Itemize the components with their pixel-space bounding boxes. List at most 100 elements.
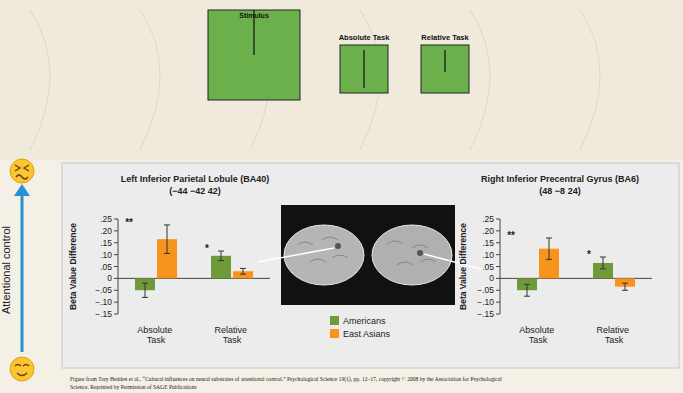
brain-fold <box>332 255 348 258</box>
brain-spot <box>335 243 341 249</box>
stimulus-label: Absolute Task <box>339 33 391 42</box>
category-word: Absolute <box>519 325 557 335</box>
labels: *** <box>125 217 209 254</box>
plot-marks <box>135 225 253 297</box>
error-cap <box>622 290 628 291</box>
y-tick-label: −.15 <box>477 309 494 319</box>
mouth <box>16 175 28 179</box>
y-tick <box>496 254 500 255</box>
error-cap <box>546 238 552 239</box>
chart-title: Right Inferior Precentral Gyrus (BA6) <box>481 174 639 184</box>
significance: * <box>205 243 209 254</box>
plot-marks <box>517 238 635 296</box>
map-meridian <box>30 10 50 150</box>
y-tick <box>496 266 500 267</box>
error-bar <box>549 238 550 259</box>
y-tick <box>114 219 118 220</box>
eye <box>15 365 21 367</box>
y-tick <box>496 219 500 220</box>
brain-fold <box>397 262 413 265</box>
stimulus-square <box>208 10 300 100</box>
y-tick-label: .05 <box>100 262 112 272</box>
error-cap <box>546 259 552 260</box>
eye <box>24 165 29 171</box>
brain-fold <box>310 259 326 262</box>
y-tick-label: −.10 <box>95 297 112 307</box>
error-cap <box>164 224 170 225</box>
chart-subtitle: (−44 −42 42) <box>169 186 221 196</box>
face <box>10 357 34 381</box>
chart-title: Left Inferior Parietal Lobule (BA40) <box>121 174 270 184</box>
map-meridian <box>470 10 490 150</box>
legend-swatch <box>330 316 339 325</box>
error-cap <box>218 251 224 252</box>
y-tick <box>114 290 118 291</box>
error-cap <box>218 260 224 261</box>
error-cap <box>524 296 530 297</box>
chart-panel <box>62 163 679 368</box>
labels: *** <box>507 230 591 260</box>
y-tick <box>114 314 118 315</box>
eye <box>15 165 20 171</box>
y-tick-label: .15 <box>100 238 112 248</box>
chart-subtitle: (48 −8 24) <box>539 186 580 196</box>
mouth <box>17 373 27 376</box>
citation: Science. Reprinted by Permission of SAGE… <box>70 384 197 390</box>
stimulus-line <box>363 50 364 88</box>
y-tick <box>496 302 500 303</box>
arrow-head <box>14 184 30 196</box>
map-meridian <box>580 10 600 150</box>
error-cap <box>622 283 628 284</box>
y-tick <box>114 242 118 243</box>
significance: * <box>587 249 591 260</box>
y-tick <box>496 290 500 291</box>
stimulus-label: Relative Task <box>421 33 469 42</box>
stimulus-line <box>444 50 445 72</box>
significance: ** <box>125 217 133 228</box>
y-tick-label: .15 <box>482 238 494 248</box>
chart: Left Inferior Parietal Lobule (BA40) (−44… <box>68 174 270 345</box>
category-word: Relative <box>214 325 249 335</box>
y-tick <box>496 278 500 279</box>
brain-fold <box>387 241 403 244</box>
brain-right <box>372 225 452 285</box>
category-word: Absolute <box>137 325 175 335</box>
category-word: Relative <box>596 325 631 335</box>
y-tick-label: −.15 <box>95 309 112 319</box>
y-tick <box>114 230 118 231</box>
category-word: Task <box>147 335 166 345</box>
eye <box>23 365 29 367</box>
brain-fold <box>322 237 338 240</box>
error-cap <box>164 253 170 254</box>
error-bar <box>527 284 528 296</box>
brain-fold <box>420 259 436 262</box>
y-tick <box>496 314 500 315</box>
error-cap <box>240 268 246 269</box>
y-axis-label: Beta Value Difference <box>68 223 78 310</box>
chart: Right Inferior Precentral Gyrus (BA6) (48… <box>458 174 652 345</box>
category-label: Relative Task <box>596 325 631 345</box>
legend-swatch <box>330 329 339 338</box>
map-meridian <box>140 10 160 150</box>
y-tick-label: −.05 <box>477 285 494 295</box>
stimulus-square <box>340 45 388 93</box>
y-tick-label: .25 <box>100 214 112 224</box>
calm-face <box>10 357 34 381</box>
legend-label: Americans <box>343 316 386 326</box>
y-tick <box>496 230 500 231</box>
category-word: Task <box>223 335 242 345</box>
face <box>10 159 34 183</box>
y-tick <box>114 266 118 267</box>
category-label: Relative Task <box>214 325 249 345</box>
legend: Americans East Asians <box>330 316 391 339</box>
legend-label: East Asians <box>343 329 391 339</box>
error-cap <box>600 257 606 258</box>
category-word: Task <box>529 335 548 345</box>
brain-spot <box>417 250 423 256</box>
error-bar <box>145 283 146 297</box>
category-word: Task <box>605 335 624 345</box>
y-tick <box>114 302 118 303</box>
y-tick-label: 0 <box>489 273 494 283</box>
citation: Figure from Trey Hedden et al., “Cultura… <box>70 376 502 383</box>
stimulus-label: Stimulus <box>239 12 269 19</box>
